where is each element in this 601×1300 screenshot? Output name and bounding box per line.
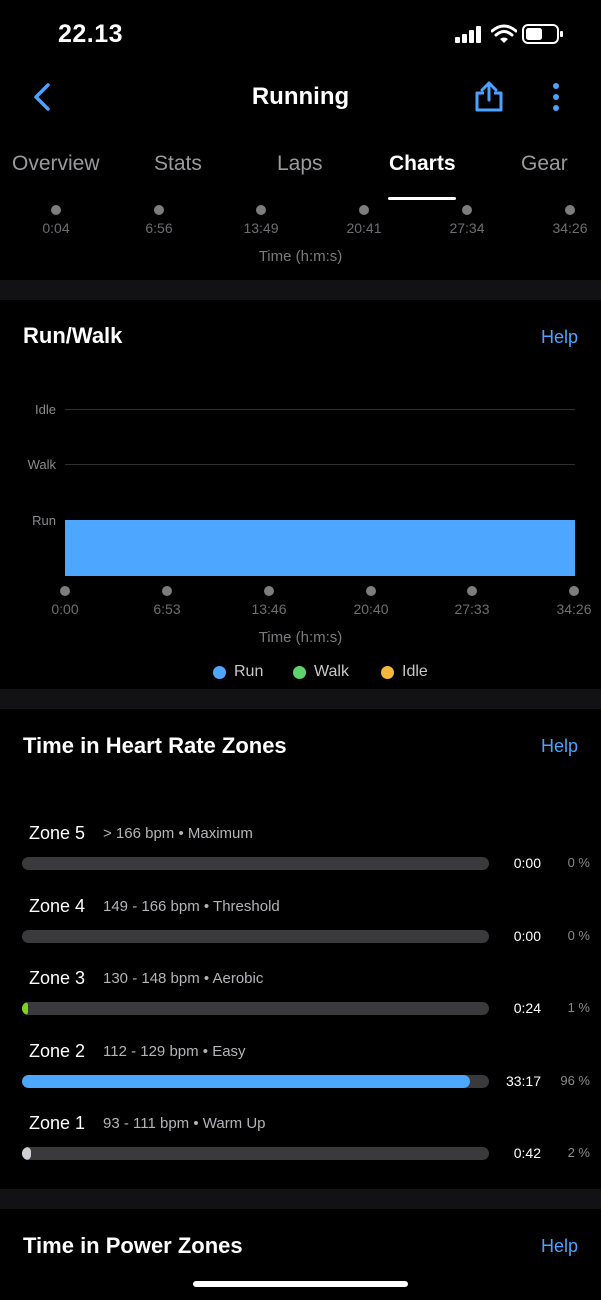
legend-walk-label: Walk [314,663,349,680]
x-axis-tick-label: 34:26 [556,601,592,617]
top-axis-tick-label: 0:04 [42,220,70,236]
cellular-signal-icon [455,26,483,43]
zone-progress-track [22,930,489,943]
zone-progress-track [22,1002,489,1015]
zone-percent: 0 % [567,928,590,943]
top-axis-tick-dot [359,205,369,215]
section-divider [0,1189,601,1209]
tab-charts[interactable]: Charts [389,152,456,175]
x-axis-tick-dot [162,586,172,596]
x-axis-tick-label: 20:40 [353,601,389,617]
zone-range: 149 - 166 bpm • Threshold [103,898,280,915]
zone-percent: 2 % [567,1145,590,1160]
y-label-walk: Walk [27,457,56,472]
top-axis-tick-label: 20:41 [346,220,382,236]
zone-progress-track [22,1075,489,1088]
tab-overview[interactable]: Overview [12,152,100,175]
x-axis-tick-dot [60,586,70,596]
power-zones-title: Time in Power Zones [23,1233,243,1258]
home-indicator [193,1281,408,1287]
zone-progress-fill [22,1075,470,1088]
zone-progress-track [22,857,489,870]
zone-name: Zone 2 [29,1041,86,1061]
battery-icon [522,24,563,44]
section-divider [0,689,601,709]
zone-percent: 96 % [560,1073,590,1088]
legend-idle: Idle [381,663,428,681]
legend-run-dot [213,665,226,679]
top-axis-tick-dot [462,205,472,215]
active-tab-indicator [388,197,456,200]
zone-range: 112 - 129 bpm • Easy [103,1043,246,1060]
zone-time: 0:00 [513,928,541,944]
top-axis-tick-dot [154,205,164,215]
top-axis-tick-label: 13:49 [243,220,279,236]
x-axis-tick-dot [366,586,376,596]
power-zones-help-link[interactable]: Help [540,1236,578,1256]
zone-time: 0:00 [513,855,541,871]
zone-percent: 0 % [567,855,590,870]
zone-range: > 166 bpm • Maximum [103,825,253,842]
hr-zone-row: Zone 4 149 - 166 bpm • Threshold 0:00 0 % [0,896,601,956]
gridline-walk [65,464,575,465]
zone-progress-track [22,1147,489,1160]
gridline-idle [65,409,575,410]
tab-stats[interactable]: Stats [154,152,202,175]
more-button[interactable] [549,82,563,112]
run-bar [65,520,575,576]
zone-name: Zone 3 [29,968,86,988]
hr-zone-row: Zone 1 93 - 111 bpm • Warm Up 0:42 2 % [0,1113,601,1173]
x-axis-tick-label: 13:46 [251,601,287,617]
hr-zone-row: Zone 3 130 - 148 bpm • Aerobic 0:24 1 % [0,968,601,1028]
top-axis-tick-label: 34:26 [552,220,588,236]
zone-name: Zone 4 [29,896,86,916]
x-axis-tick-label: 27:33 [454,601,490,617]
back-button[interactable] [30,82,54,112]
tab-laps[interactable]: Laps [277,152,323,175]
hr-zones-title: Time in Heart Rate Zones [23,733,287,758]
section-divider [0,280,601,300]
zone-progress-fill [22,1002,28,1015]
top-axis-title: Time (h:m:s) [258,248,343,265]
x-axis-tick-dot [264,586,274,596]
zone-time: 0:24 [513,1000,541,1016]
x-axis-tick-dot [467,586,477,596]
x-axis-tick-label: 0:00 [51,601,79,617]
legend-run: Run [213,663,263,681]
zone-name: Zone 5 [29,823,86,843]
y-label-idle: Idle [35,402,56,417]
zone-percent: 1 % [567,1000,590,1015]
hr-zone-row: Zone 5 > 166 bpm • Maximum 0:00 0 % [0,823,601,883]
legend-idle-label: Idle [402,663,428,680]
x-axis-tick-dot [569,586,579,596]
top-axis-tick-dot [565,205,575,215]
top-axis-tick-dot [51,205,61,215]
zone-progress-fill [22,1147,31,1160]
run-walk-title: Run/Walk [23,323,123,348]
y-label-run: Run [32,513,56,528]
legend-run-label: Run [234,663,264,680]
zone-range: 130 - 148 bpm • Aerobic [103,970,264,987]
legend-walk-dot [293,665,306,679]
page-title: Running [251,83,350,110]
status-time: 22.13 [58,20,124,48]
run-walk-help-link[interactable]: Help [540,327,578,347]
run-walk-x-axis-title: Time (h:m:s) [258,629,343,646]
legend-walk: Walk [293,663,349,681]
wifi-icon [491,24,517,43]
x-axis-tick-label: 6:53 [153,601,181,617]
zone-time: 0:42 [513,1145,541,1161]
tab-gear[interactable]: Gear [521,152,568,175]
legend-idle-dot [381,665,394,679]
zone-name: Zone 1 [29,1113,86,1133]
top-axis-tick-dot [256,205,266,215]
hr-zone-row: Zone 2 112 - 129 bpm • Easy 33:17 96 % [0,1041,601,1101]
top-axis-tick-label: 6:56 [145,220,173,236]
zone-range: 93 - 111 bpm • Warm Up [103,1115,266,1132]
zone-time: 33:17 [505,1073,541,1089]
hr-zones-help-link[interactable]: Help [540,736,578,756]
top-axis-tick-label: 27:34 [449,220,485,236]
share-button[interactable] [474,80,504,112]
